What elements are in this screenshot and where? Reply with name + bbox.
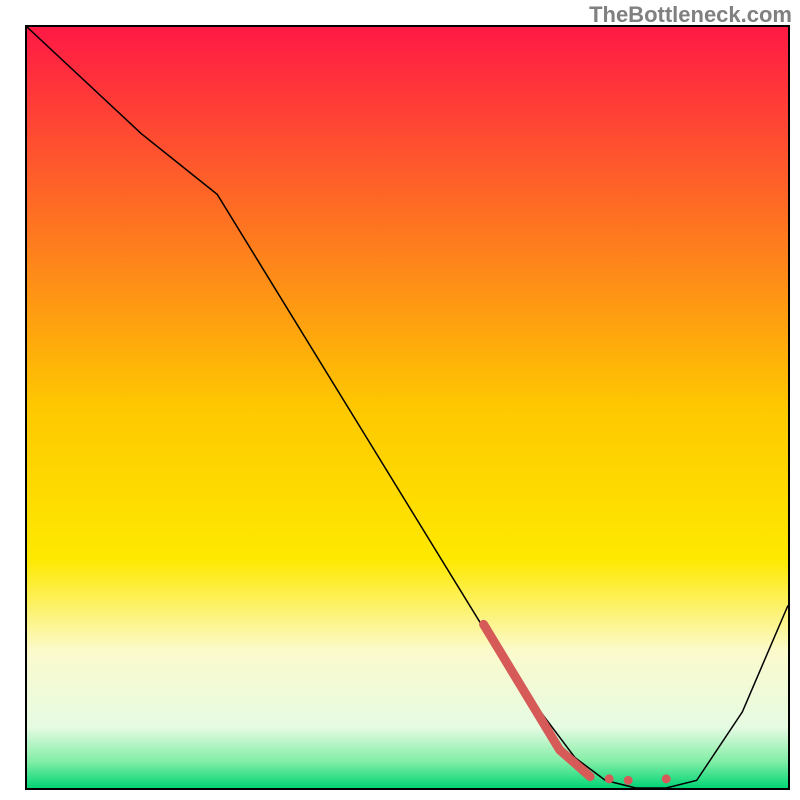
chart-container: TheBottleneck.com — [0, 0, 800, 800]
highlight-dot — [662, 774, 671, 783]
plot-area — [25, 25, 790, 790]
highlight-dot — [605, 774, 614, 783]
gradient-background — [27, 27, 788, 788]
chart-svg — [27, 27, 788, 788]
highlight-dot — [624, 776, 633, 785]
